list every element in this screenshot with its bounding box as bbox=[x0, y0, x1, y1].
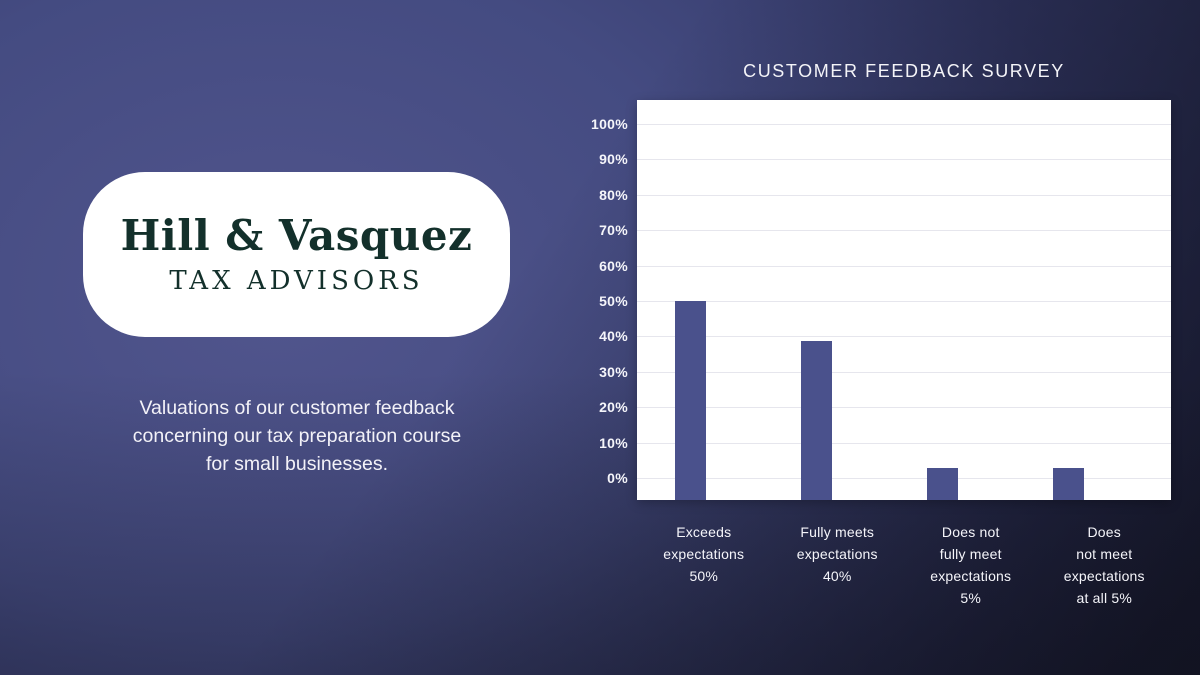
brand-card: Hill & Vasquez TAX ADVISORS bbox=[83, 172, 510, 337]
bar-3 bbox=[927, 468, 958, 500]
y-axis-label: 90% bbox=[599, 151, 628, 168]
bar-2 bbox=[801, 341, 832, 500]
y-axis-label: 0% bbox=[607, 470, 628, 486]
gridline bbox=[637, 194, 1171, 196]
bar-1 bbox=[675, 301, 706, 500]
gridline bbox=[637, 301, 1171, 302]
y-axis-label: 40% bbox=[599, 328, 628, 345]
brand-subtitle: TAX ADVISORS bbox=[169, 265, 424, 296]
gridline bbox=[637, 230, 1171, 232]
intro-text: Valuations of our customer feedback conc… bbox=[47, 394, 547, 478]
chart-title: CUSTOMER FEEDBACK SURVEY bbox=[743, 61, 1065, 81]
y-axis-label: 80% bbox=[599, 186, 628, 203]
y-axis-label: 30% bbox=[599, 363, 628, 380]
gridline bbox=[637, 124, 1171, 125]
bar-4 bbox=[1053, 468, 1084, 500]
y-axis-label: 20% bbox=[599, 399, 628, 416]
category-label-1: Exceeds expectations 50% bbox=[663, 524, 745, 584]
gridline bbox=[637, 265, 1171, 267]
chart-plot-area bbox=[637, 100, 1171, 500]
y-axis-label: 10% bbox=[599, 434, 628, 451]
gridline bbox=[637, 371, 1171, 373]
gridline bbox=[637, 478, 1171, 479]
y-axis-label: 100% bbox=[590, 116, 628, 132]
y-axis: 100% 90% 80% 70% 60% 50% 40% 30% 20% 10% 0% bbox=[540, 100, 628, 500]
y-axis-label: 70% bbox=[599, 222, 628, 239]
intro-line-3: for small businesses. bbox=[205, 453, 389, 475]
intro-line-2: concerning our tax preparation course bbox=[132, 425, 462, 447]
y-axis-label: 50% bbox=[599, 293, 628, 309]
gridline bbox=[637, 336, 1171, 338]
intro-line-1: Valuations of our customer feedback bbox=[139, 397, 455, 419]
gridline bbox=[637, 407, 1171, 409]
category-label-2: Fully meets expectations 40% bbox=[796, 524, 878, 584]
gridline bbox=[637, 159, 1171, 161]
x-axis-labels: Exceeds expectations 50% Fully meets expe… bbox=[637, 521, 1171, 609]
category-label-3: Does not fully meet expectations 5% bbox=[930, 524, 1012, 606]
y-axis-label: 60% bbox=[599, 257, 628, 274]
gridline bbox=[637, 442, 1171, 444]
brand-name: Hill & Vasquez bbox=[120, 211, 473, 261]
category-label-4: Does not meet expectations at all 5% bbox=[1063, 524, 1145, 606]
